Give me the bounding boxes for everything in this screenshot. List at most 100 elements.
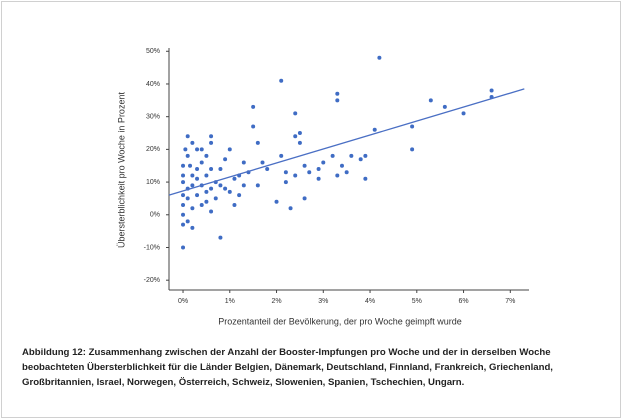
scatter-point [185,219,190,224]
scatter-point [199,202,204,207]
caption: Abbildung 12: Zusammenhang zwischen der … [22,347,553,388]
scatter-point [442,104,447,109]
scatter-point [218,235,223,240]
scatter-point [321,160,326,165]
scatter-point [209,209,214,214]
scatter-point [241,160,246,165]
scatter-point [335,91,340,96]
y-tick-label: 50% [146,48,160,55]
scatter-point [181,202,186,207]
scatter-point [358,157,363,162]
y-tick-label: 0% [150,212,160,219]
scatter-point [209,186,214,191]
scatter-point [181,193,186,198]
scatter-point [185,134,190,139]
scatter-point [288,206,293,211]
scatter-point [283,170,288,175]
scatter-point [204,173,209,178]
scatter-point [232,202,237,207]
scatter-point [316,167,321,171]
scatter-point [279,78,284,83]
scatter-point [209,134,214,139]
scatter-point [344,170,349,175]
scatter-point [489,88,494,93]
scatter-point [199,160,204,165]
x-axis-title: Prozentanteil der Bevölkerung, der pro W… [218,316,461,326]
scatter-point [255,183,260,188]
scatter-point [213,196,218,201]
scatter-point [209,140,214,145]
scatter-point [183,147,188,152]
scatter-point [181,173,186,178]
scatter-point [223,157,228,162]
x-tick-label: 7% [505,298,515,305]
scatter-point [232,176,237,181]
scatter-point [227,189,232,194]
scatter-point [190,140,195,145]
scatter-point [237,193,242,198]
scatter-point [190,183,195,188]
scatter-point [190,225,195,230]
y-tick-label: 10% [146,179,160,186]
scatter-point [195,176,200,181]
scatter-point [461,111,466,116]
scatter-point [372,127,377,132]
x-tick-label: 1% [225,298,235,305]
scatter-point [209,167,214,171]
scatter-point [241,183,246,188]
scatter-point [297,140,302,145]
scatter-point [218,183,223,188]
scatter-point [265,167,270,171]
scatter-point [293,173,298,178]
scatter-point [349,153,354,158]
scatter-point [204,199,209,204]
scatter-point [307,170,312,175]
x-tick-label: 0% [178,298,188,305]
x-tick-label: 3% [318,298,328,305]
scatter-point [363,176,368,181]
scatter-point [185,196,190,201]
y-axis-title: Übersterblichkeit pro Woche in Prozent [116,92,126,248]
scatter-point [195,147,200,152]
y-tick-label: -10% [144,244,160,251]
scatter-point [297,131,302,136]
scatter-point [339,163,344,168]
x-tick-label: 6% [458,298,468,305]
scatter-point [363,153,368,158]
scatter-point [188,163,193,168]
scatter-point [335,98,340,103]
y-tick-label: -20% [144,277,160,284]
scatter-point [199,147,204,152]
x-tick-label: 5% [412,298,422,305]
scatter-point [251,124,256,129]
scatter-point [185,153,190,158]
scatter-point [279,153,284,158]
x-tick-label: 2% [271,298,281,305]
scatter-point [283,180,288,185]
scatter-point [181,180,186,185]
scatter-point [181,222,186,227]
scatter-point [335,173,340,178]
y-tick-label: 30% [146,114,160,121]
scatter-point [260,160,265,165]
scatter-point [227,147,232,152]
scatter-point [190,173,195,178]
scatter-point [293,111,298,116]
scatter-point [223,186,228,191]
scatter-point [410,124,415,129]
scatter-point [330,153,335,158]
scatter-point [377,55,382,60]
scatter-point [218,167,223,171]
scatter-point [302,196,307,201]
scatter-point [410,147,415,152]
scatter-point [190,206,195,211]
x-tick-label: 4% [365,298,375,305]
trend-line [168,88,525,196]
y-tick-label: 40% [146,81,160,88]
scatter-point [293,134,298,139]
scatter-point [181,163,186,168]
scatter-point [181,212,186,217]
